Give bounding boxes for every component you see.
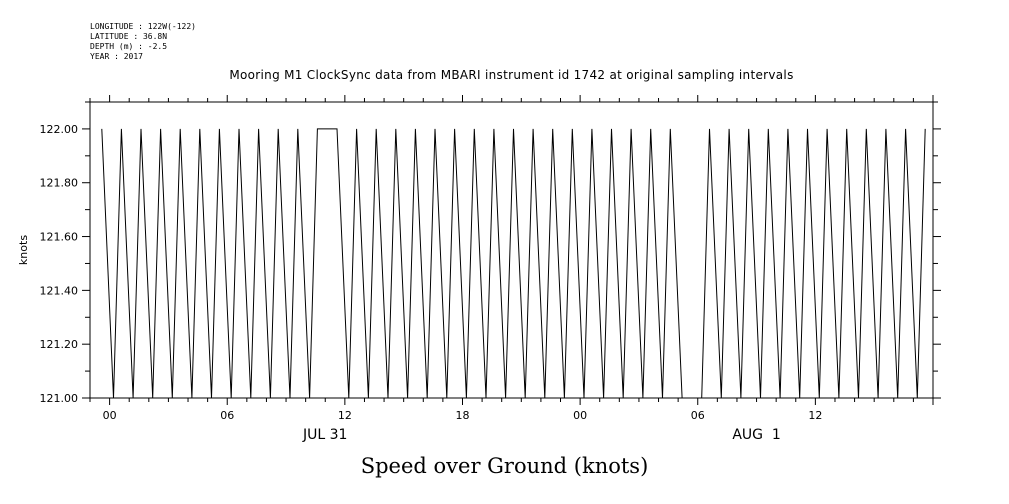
- x-tick-label: 00: [573, 409, 587, 422]
- y-tick-label: 121.40: [40, 284, 79, 297]
- axes-group: [82, 95, 941, 405]
- series-group: [101, 128, 926, 399]
- x-date-label: AUG 1: [732, 427, 780, 443]
- x-tick-label: 18: [455, 409, 469, 422]
- x-date-label: JUL 31: [302, 427, 347, 443]
- depth-line: DEPTH (m) : -2.5: [90, 42, 168, 51]
- x-tick-label: 06: [220, 409, 234, 422]
- chart-title: Mooring M1 ClockSync data from MBARI ins…: [229, 68, 794, 82]
- x-tick-label: 12: [808, 409, 822, 422]
- y-tick-label: 121.20: [40, 338, 79, 351]
- y-axis-label: knots: [17, 235, 30, 265]
- y-tick-label: 121.00: [40, 392, 79, 405]
- chart-caption: Speed over Ground (knots): [360, 454, 649, 478]
- latitude-line: LATITUDE : 36.8N: [90, 32, 168, 41]
- location-metadata: LONGITUDE : 122W(-122) LATITUDE : 36.8N …: [90, 22, 196, 62]
- x-tick-label: 12: [338, 409, 352, 422]
- y-tick-label: 121.60: [40, 231, 79, 244]
- y-tick-label: 122.00: [40, 123, 79, 136]
- x-tick-label: 06: [691, 409, 705, 422]
- labels-group: 121.00 121.20 121.40 121.60 121.80 122.00 knot…: [17, 123, 822, 443]
- y-tick-label: 121.80: [40, 177, 79, 190]
- year-line: YEAR : 2017: [90, 52, 143, 61]
- plot-frame: [89, 101, 934, 399]
- series-line: [101, 128, 926, 399]
- longitude-line: LONGITUDE : 122W(-122): [90, 22, 196, 31]
- x-tick-label: 00: [103, 409, 117, 422]
